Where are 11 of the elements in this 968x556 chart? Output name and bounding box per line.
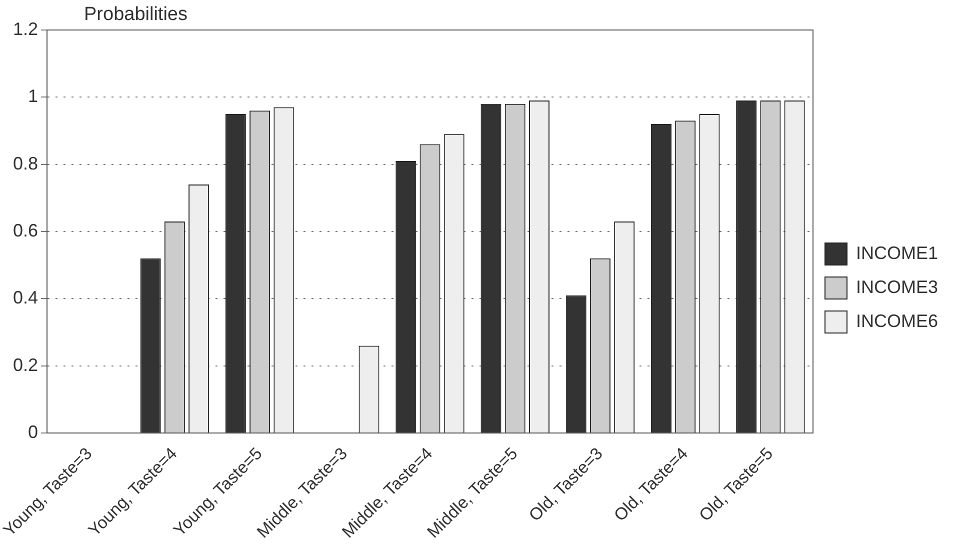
- y-axis-title: Probabilities: [84, 4, 188, 26]
- y-tick-label: 0.6: [12, 220, 38, 240]
- y-tick-label: 0.4: [12, 288, 38, 308]
- y-tick-label: 0.2: [12, 354, 38, 375]
- y-tick-label: 1.2: [12, 18, 38, 39]
- y-tick-label: 0: [28, 422, 38, 442]
- y-tick-label: 0.8: [12, 153, 38, 174]
- y-tick-label: 1: [28, 86, 38, 106]
- legend-label: INCOME3: [856, 276, 938, 297]
- legend-label: INCOME6: [856, 310, 938, 331]
- legend-label: INCOME1: [856, 242, 938, 263]
